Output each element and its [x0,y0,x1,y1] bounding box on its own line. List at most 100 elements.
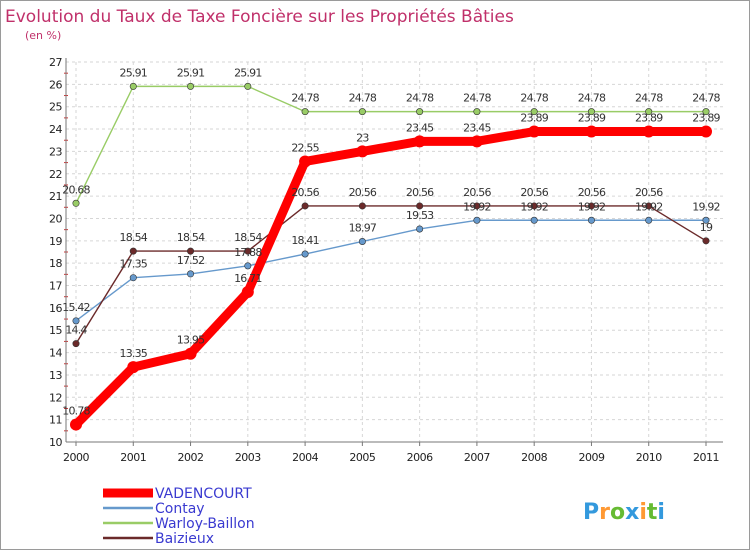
data-point-baizieux [72,340,80,348]
data-label-warloy-baillon: 20.68 [62,183,90,196]
data-label-contay: 18.97 [349,221,377,234]
data-point-contay [129,274,137,282]
data-label-vadencourt: 23.89 [578,112,606,125]
data-point-vadencourt [241,286,254,299]
legend-label-baizieux: Baizieux [155,531,214,547]
data-point-baizieux [358,202,366,210]
data-point-warloy-baillon [416,108,424,116]
series-line-warloy-baillon [75,85,707,204]
data-point-vadencourt [470,135,483,148]
data-point-vadencourt [642,125,655,138]
data-label-contay: 15.42 [62,301,90,314]
x-tick-label: 2001 [120,451,146,464]
data-point-warloy-baillon [129,82,137,90]
data-label-warloy-baillon: 24.78 [463,92,491,105]
y-tick-label: 19 [49,235,62,248]
x-tick-label: 2009 [578,451,604,464]
data-point-baizieux [702,237,710,245]
logo-letter: o [610,500,625,525]
y-tick-label: 15 [49,324,62,337]
y-tick-label: 13 [49,369,62,382]
data-point-vadencourt [299,155,312,168]
data-label-warloy-baillon: 24.78 [578,92,606,105]
data-label-vadencourt: 13.95 [177,334,205,347]
x-tick-label: 2010 [636,451,662,464]
logo-letter: x [625,500,639,525]
data-point-contay [358,237,366,245]
data-point-vadencourt [70,418,82,431]
y-tick-label: 11 [49,414,62,427]
data-label-warloy-baillon: 24.78 [349,92,377,105]
data-point-warloy-baillon [358,108,366,116]
data-point-baizieux [301,202,309,210]
logo-letter: i [639,500,647,525]
data-point-warloy-baillon [187,82,195,90]
data-labels: 10.78 13.35 13.95 16.71 22.55 23 23.45 23.45 23.… [62,66,721,418]
data-point-baizieux [416,202,424,210]
x-tick-label: 2002 [178,451,204,464]
y-tick-label: 23 [49,145,62,158]
data-label-baizieux: 18.54 [177,231,205,244]
chart-title: Evolution du Taux de Taxe Foncière sur l… [5,7,514,27]
data-point-warloy-baillon [645,108,653,116]
y-tick-label: 20 [49,212,62,225]
data-label-contay: 17.35 [120,258,148,271]
series-line-vadencourt [71,127,711,430]
data-label-vadencourt: 10.78 [62,405,90,418]
data-point-baizieux [244,247,252,255]
y-tick-label: 16 [49,302,62,315]
data-point-contay [416,225,424,233]
data-label-vadencourt: 23.89 [520,112,548,125]
data-label-baizieux: 20.56 [578,186,606,199]
data-label-warloy-baillon: 25.91 [120,66,148,79]
x-tick-label: 2007 [464,451,490,464]
data-point-contay [587,216,595,224]
data-point-contay [244,262,252,270]
data-label-baizieux: 20.56 [349,186,377,199]
data-point-contay [473,216,481,224]
data-label-warloy-baillon: 24.78 [406,92,434,105]
y-tick-label: 21 [49,190,62,203]
data-point-warloy-baillon [530,108,538,116]
y-tick-label: 14 [49,347,62,360]
data-label-baizieux: 19 [700,221,713,234]
data-point-warloy-baillon [473,108,481,116]
data-point-vadencourt [585,125,598,138]
x-tick-label: 2008 [521,451,547,464]
data-label-vadencourt: 16.71 [234,272,262,285]
data-label-baizieux: 14.4 [65,324,87,337]
data-point-vadencourt [528,125,541,138]
data-label-baizieux: 20.56 [520,186,548,199]
x-tick-label: 2011 [693,451,719,464]
data-label-warloy-baillon: 24.78 [692,92,720,105]
data-label-vadencourt: 23.45 [406,121,434,134]
data-point-warloy-baillon [301,108,309,116]
data-label-contay: 17.52 [177,254,205,267]
data-label-vadencourt: 23 [356,131,369,144]
data-label-baizieux: 20.56 [406,186,434,199]
data-point-warloy-baillon [244,82,252,90]
y-tick-label: 22 [49,168,62,181]
series-layer [70,82,712,431]
logo-letter: i [657,500,665,525]
x-tick-label: 2004 [292,451,318,464]
data-point-contay [187,270,195,278]
x-tick-label: 2006 [407,451,433,464]
data-point-baizieux [473,202,481,210]
legend-label-contay: Contay [155,501,205,517]
data-label-contay: 19.92 [692,200,720,213]
data-label-warloy-baillon: 25.91 [177,66,205,79]
data-point-baizieux [187,247,195,255]
data-label-baizieux: 20.56 [291,186,319,199]
grid [66,61,723,443]
data-label-contay: 19.92 [463,200,491,213]
data-point-vadencourt [700,125,712,138]
data-point-baizieux [129,247,137,255]
data-label-baizieux: 18.54 [234,231,262,244]
y-tick-label: 17 [49,280,62,293]
data-point-contay [645,216,653,224]
series-line-baizieux [75,205,707,345]
data-point-contay [702,216,710,224]
data-point-warloy-baillon [587,108,595,116]
